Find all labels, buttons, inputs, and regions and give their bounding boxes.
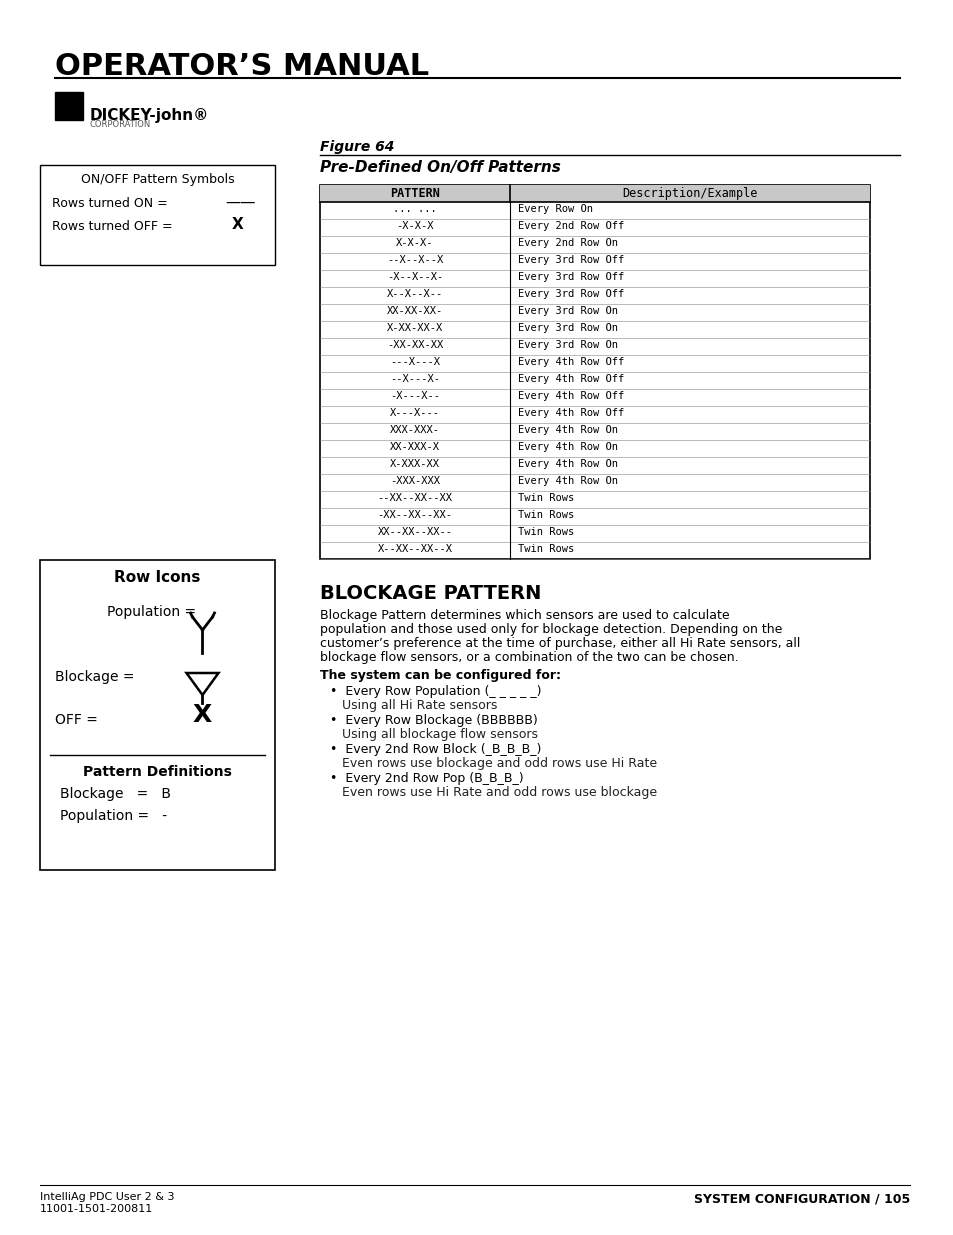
Text: Every 4th Row Off: Every 4th Row Off [517, 357, 623, 367]
Text: •  Every 2nd Row Block (_B_B_B_): • Every 2nd Row Block (_B_B_B_) [330, 743, 540, 756]
Text: Figure 64: Figure 64 [319, 140, 394, 154]
Text: Every 3rd Row On: Every 3rd Row On [517, 340, 618, 350]
Text: XX-XX-XX-: XX-XX-XX- [387, 306, 442, 316]
Text: Pattern Definitions: Pattern Definitions [83, 764, 232, 779]
Text: Twin Rows: Twin Rows [517, 510, 574, 520]
Text: population and those used only for blockage detection. Depending on the: population and those used only for block… [319, 622, 781, 636]
Text: Row Icons: Row Icons [114, 571, 200, 585]
Text: Every 3rd Row On: Every 3rd Row On [517, 306, 618, 316]
Text: customer’s preference at the time of purchase, either all Hi Rate sensors, all: customer’s preference at the time of pur… [319, 637, 800, 650]
Text: Blockage   =   B: Blockage = B [60, 787, 171, 802]
Text: Blockage =: Blockage = [55, 671, 134, 684]
Text: Every 2nd Row On: Every 2nd Row On [517, 238, 618, 248]
Text: Every 4th Row On: Every 4th Row On [517, 425, 618, 435]
Text: X-XXX-XX: X-XXX-XX [390, 459, 439, 469]
Text: X--X--X--: X--X--X-- [387, 289, 442, 299]
Text: •  Every Row Population (_ _ _ _ _): • Every Row Population (_ _ _ _ _) [330, 685, 541, 698]
Text: Rows turned ON =: Rows turned ON = [52, 198, 168, 210]
Text: Every 4th Row On: Every 4th Row On [517, 475, 618, 487]
Text: blockage flow sensors, or a combination of the two can be chosen.: blockage flow sensors, or a combination … [319, 651, 738, 664]
FancyBboxPatch shape [319, 185, 869, 559]
Text: ... ...: ... ... [393, 204, 436, 214]
Text: X---X---: X---X--- [390, 408, 439, 417]
Text: ON/OFF Pattern Symbols: ON/OFF Pattern Symbols [81, 173, 234, 186]
Text: Description/Example: Description/Example [621, 186, 757, 200]
Text: --X---X-: --X---X- [390, 374, 439, 384]
Text: X: X [193, 703, 212, 727]
Text: Every 2nd Row Off: Every 2nd Row Off [517, 221, 623, 231]
Text: Even rows use Hi Rate and odd rows use blockage: Even rows use Hi Rate and odd rows use b… [341, 785, 657, 799]
Text: ——: —— [225, 195, 255, 210]
Text: BLOCKAGE PATTERN: BLOCKAGE PATTERN [319, 584, 540, 603]
Text: ---X---X: ---X---X [390, 357, 439, 367]
Text: Using all blockage flow sensors: Using all blockage flow sensors [341, 727, 537, 741]
Text: XX-XXX-X: XX-XXX-X [390, 442, 439, 452]
Text: Population =   -: Population = - [60, 809, 167, 823]
Text: -X--X--X-: -X--X--X- [387, 272, 442, 282]
Text: X: X [232, 217, 244, 232]
Text: Every 4th Row Off: Every 4th Row Off [517, 374, 623, 384]
Text: Every 3rd Row Off: Every 3rd Row Off [517, 254, 623, 266]
Text: IntelliAg PDC User 2 & 3: IntelliAg PDC User 2 & 3 [40, 1192, 174, 1202]
Text: XXX-XXX-: XXX-XXX- [390, 425, 439, 435]
Text: X-XX-XX-X: X-XX-XX-X [387, 324, 442, 333]
Text: Every 4th Row On: Every 4th Row On [517, 459, 618, 469]
Text: Pre-Defined On/Off Patterns: Pre-Defined On/Off Patterns [319, 161, 560, 175]
FancyBboxPatch shape [40, 165, 274, 266]
Text: Every 3rd Row Off: Every 3rd Row Off [517, 272, 623, 282]
Text: -XXX-XXX: -XXX-XXX [390, 475, 439, 487]
Text: OFF =: OFF = [55, 713, 98, 727]
Text: Blockage Pattern determines which sensors are used to calculate: Blockage Pattern determines which sensor… [319, 609, 729, 622]
Text: Every 4th Row Off: Every 4th Row Off [517, 391, 623, 401]
Text: Using all Hi Rate sensors: Using all Hi Rate sensors [341, 699, 497, 713]
Text: Every 3rd Row On: Every 3rd Row On [517, 324, 618, 333]
Text: X--XX--XX--X: X--XX--XX--X [377, 543, 452, 555]
Text: Even rows use blockage and odd rows use Hi Rate: Even rows use blockage and odd rows use … [341, 757, 657, 769]
FancyBboxPatch shape [55, 91, 83, 120]
Text: DICKEY-john®: DICKEY-john® [90, 107, 209, 124]
Text: The system can be configured for:: The system can be configured for: [319, 669, 560, 682]
Text: -X-X-X: -X-X-X [395, 221, 434, 231]
FancyBboxPatch shape [319, 185, 869, 203]
Text: Twin Rows: Twin Rows [517, 493, 574, 503]
Text: Every 4th Row On: Every 4th Row On [517, 442, 618, 452]
Text: Twin Rows: Twin Rows [517, 527, 574, 537]
Text: --XX--XX--XX: --XX--XX--XX [377, 493, 452, 503]
Text: OPERATOR’S MANUAL: OPERATOR’S MANUAL [55, 52, 429, 82]
Text: Rows turned OFF =: Rows turned OFF = [52, 220, 172, 233]
Text: Every Row On: Every Row On [517, 204, 593, 214]
Text: PATTERN: PATTERN [390, 186, 439, 200]
Text: •  Every Row Blockage (BBBBBB): • Every Row Blockage (BBBBBB) [330, 714, 537, 727]
Text: Every 4th Row Off: Every 4th Row Off [517, 408, 623, 417]
FancyBboxPatch shape [40, 559, 274, 869]
Text: X-X-X-: X-X-X- [395, 238, 434, 248]
Text: SYSTEM CONFIGURATION / 105: SYSTEM CONFIGURATION / 105 [693, 1192, 909, 1205]
Text: •  Every 2nd Row Pop (B_B_B_): • Every 2nd Row Pop (B_B_B_) [330, 772, 523, 785]
Polygon shape [186, 673, 218, 695]
Text: CORPORATION: CORPORATION [90, 120, 152, 128]
Text: -XX-XX-XX: -XX-XX-XX [387, 340, 442, 350]
Text: XX--XX--XX--: XX--XX--XX-- [377, 527, 452, 537]
Text: --X--X--X: --X--X--X [387, 254, 442, 266]
Text: -X---X--: -X---X-- [390, 391, 439, 401]
Text: Every 3rd Row Off: Every 3rd Row Off [517, 289, 623, 299]
Text: 11001-1501-200811: 11001-1501-200811 [40, 1204, 153, 1214]
Text: Population =: Population = [108, 605, 196, 619]
Text: -XX--XX--XX-: -XX--XX--XX- [377, 510, 452, 520]
Text: Twin Rows: Twin Rows [517, 543, 574, 555]
